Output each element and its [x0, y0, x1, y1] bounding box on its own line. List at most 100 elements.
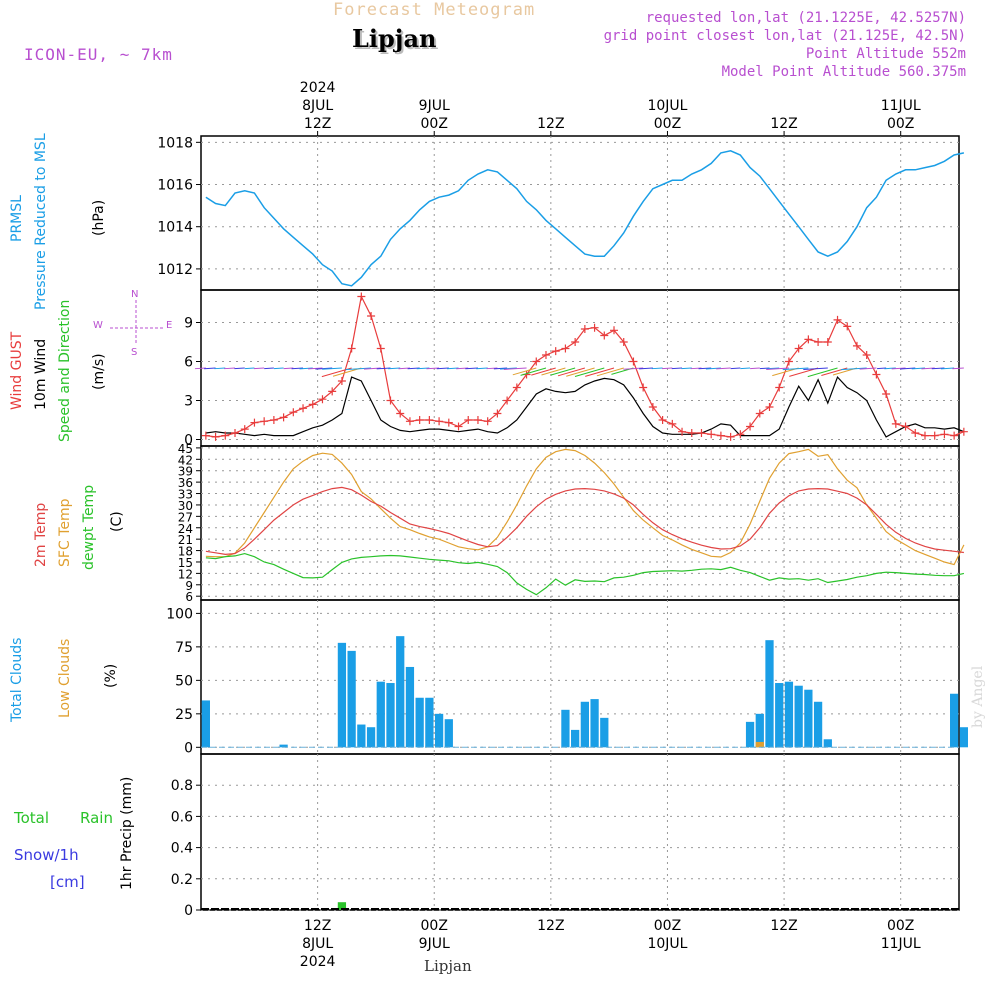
ytick-label-pressure: 1016 [157, 178, 193, 194]
ytick-label-temp: 21 [178, 533, 193, 547]
cloud-total-bar [405, 666, 415, 748]
wind-gust-point [765, 403, 774, 411]
wind-gust-point [250, 418, 259, 427]
ytick-label-temp: 42 [178, 453, 193, 467]
cloud-total-bar [444, 719, 453, 748]
wind-direction-arrow [766, 367, 789, 370]
wind-gust-point [639, 383, 648, 392]
clouds-low-label: Low Clouds [57, 638, 73, 718]
wind-gust-point [629, 357, 638, 366]
ytick-label-precip: 0.2 [171, 872, 193, 888]
wind-direction-arrow [398, 367, 410, 370]
wind-direction-arrow [388, 367, 401, 370]
wind-gust-point [337, 377, 346, 385]
ytick-label-temp: 33 [178, 488, 193, 502]
cloud-total-bar [571, 729, 580, 748]
wind-gust-point [444, 418, 453, 427]
wind-direction-arrow [291, 367, 304, 370]
wind-gust-line [205, 294, 965, 438]
ytick-label-pressure: 1014 [157, 220, 193, 236]
wind-direction-arrow [859, 367, 877, 370]
cloud-total-bar [959, 727, 968, 748]
ytick-label-temp: 36 [178, 476, 193, 490]
bottom-time-label: 00Z [654, 918, 681, 934]
wind-gust-point [231, 429, 240, 437]
wind-gust-point [503, 396, 512, 405]
wind-direction-arrow [512, 367, 537, 376]
wind-gust-point [736, 430, 745, 439]
cloud-total-bar [357, 724, 366, 748]
wind-direction-arrow [911, 367, 926, 370]
wind-direction-arrow [476, 367, 488, 370]
wind-direction-arrow [253, 367, 265, 370]
top-time-label: 2024 [300, 80, 336, 96]
wind-gust-point [415, 416, 424, 424]
wind-gust-point [308, 400, 317, 409]
wind-direction-arrow [596, 367, 624, 377]
precip-rain-bar [337, 902, 347, 910]
wind-gust-point [668, 419, 677, 428]
temp-2m-label: 2m Temp [33, 502, 49, 567]
wind-direction-arrow [698, 367, 712, 370]
wind-gust-point [707, 430, 716, 439]
wind-gust-label: Wind GUST [9, 331, 25, 410]
wind-gust-point [532, 357, 541, 366]
bottom-time-label: 9JUL [419, 936, 450, 952]
cloud-total-bar [415, 697, 424, 748]
wind-gust-point [843, 322, 852, 331]
compass-south: S [131, 347, 138, 358]
wind-direction-arrow [426, 367, 440, 370]
wind-direction-arrow [376, 367, 391, 370]
cloud-total-bar [813, 701, 823, 748]
wind-gust-point [318, 395, 327, 404]
temp-dewpt-label: dewpt Temp [81, 484, 97, 570]
wind-gust-point [600, 331, 609, 340]
top-time-label: 10JUL [647, 98, 687, 114]
wind-gust-point [435, 417, 444, 426]
wind-gust-point [289, 408, 298, 417]
wind-direction-arrow [681, 367, 692, 370]
ytick-label-temp: 30 [178, 499, 193, 513]
wind-gust-point [862, 351, 871, 359]
compass-cross [110, 300, 165, 345]
wind-direction-arrow [500, 367, 517, 370]
wind-direction-arrow [585, 367, 615, 377]
cloud-total-bar [784, 681, 794, 748]
wind-gust-point [571, 338, 580, 346]
ytick-label-clouds: 50 [175, 673, 193, 689]
wind-direction-arrow [716, 367, 731, 370]
top-time-label: 9JUL [419, 98, 450, 114]
wind-direction-arrow [690, 367, 702, 370]
cloud-low-bar [755, 741, 764, 748]
ytick-label-temp: 45 [178, 442, 193, 456]
ytick-label-precip: 0 [184, 903, 193, 919]
clouds-total-label: Total Clouds [9, 637, 25, 722]
ytick-label-precip: 0.8 [171, 778, 193, 794]
wind-gust-point [755, 409, 764, 418]
cloud-total-bar [561, 709, 570, 748]
bottom-time-label: 11JUL [881, 936, 921, 952]
wind-direction-arrow [541, 367, 566, 376]
wind-gust-point [746, 422, 755, 431]
wind-gust-point [512, 383, 521, 392]
cloud-total-bar [745, 721, 755, 748]
wind-gust-point [396, 409, 405, 418]
panel-frame-temp [200, 445, 960, 601]
wind-direction-arrow [244, 367, 255, 370]
cloud-total-bar [201, 700, 210, 748]
wind-direction-arrow [345, 367, 372, 371]
pressure-unit: (hPa) [91, 199, 107, 236]
wind-gust-point [950, 431, 959, 440]
footer-location: Lipjan [424, 957, 472, 975]
ytick-label-pressure: 1018 [157, 135, 193, 151]
cloud-total-bar [386, 683, 395, 748]
wind-direction-arrow [283, 367, 294, 370]
pressure-line [205, 150, 965, 287]
wind-gust-point [269, 416, 278, 424]
compass-west: W [93, 320, 103, 331]
bottom-time-label: 10JUL [647, 936, 687, 952]
ytick-label-temp: 15 [178, 556, 193, 570]
precip-total-label: Total [14, 809, 50, 827]
wind-direction-arrow [407, 367, 420, 370]
cloud-total-bar [347, 650, 356, 748]
